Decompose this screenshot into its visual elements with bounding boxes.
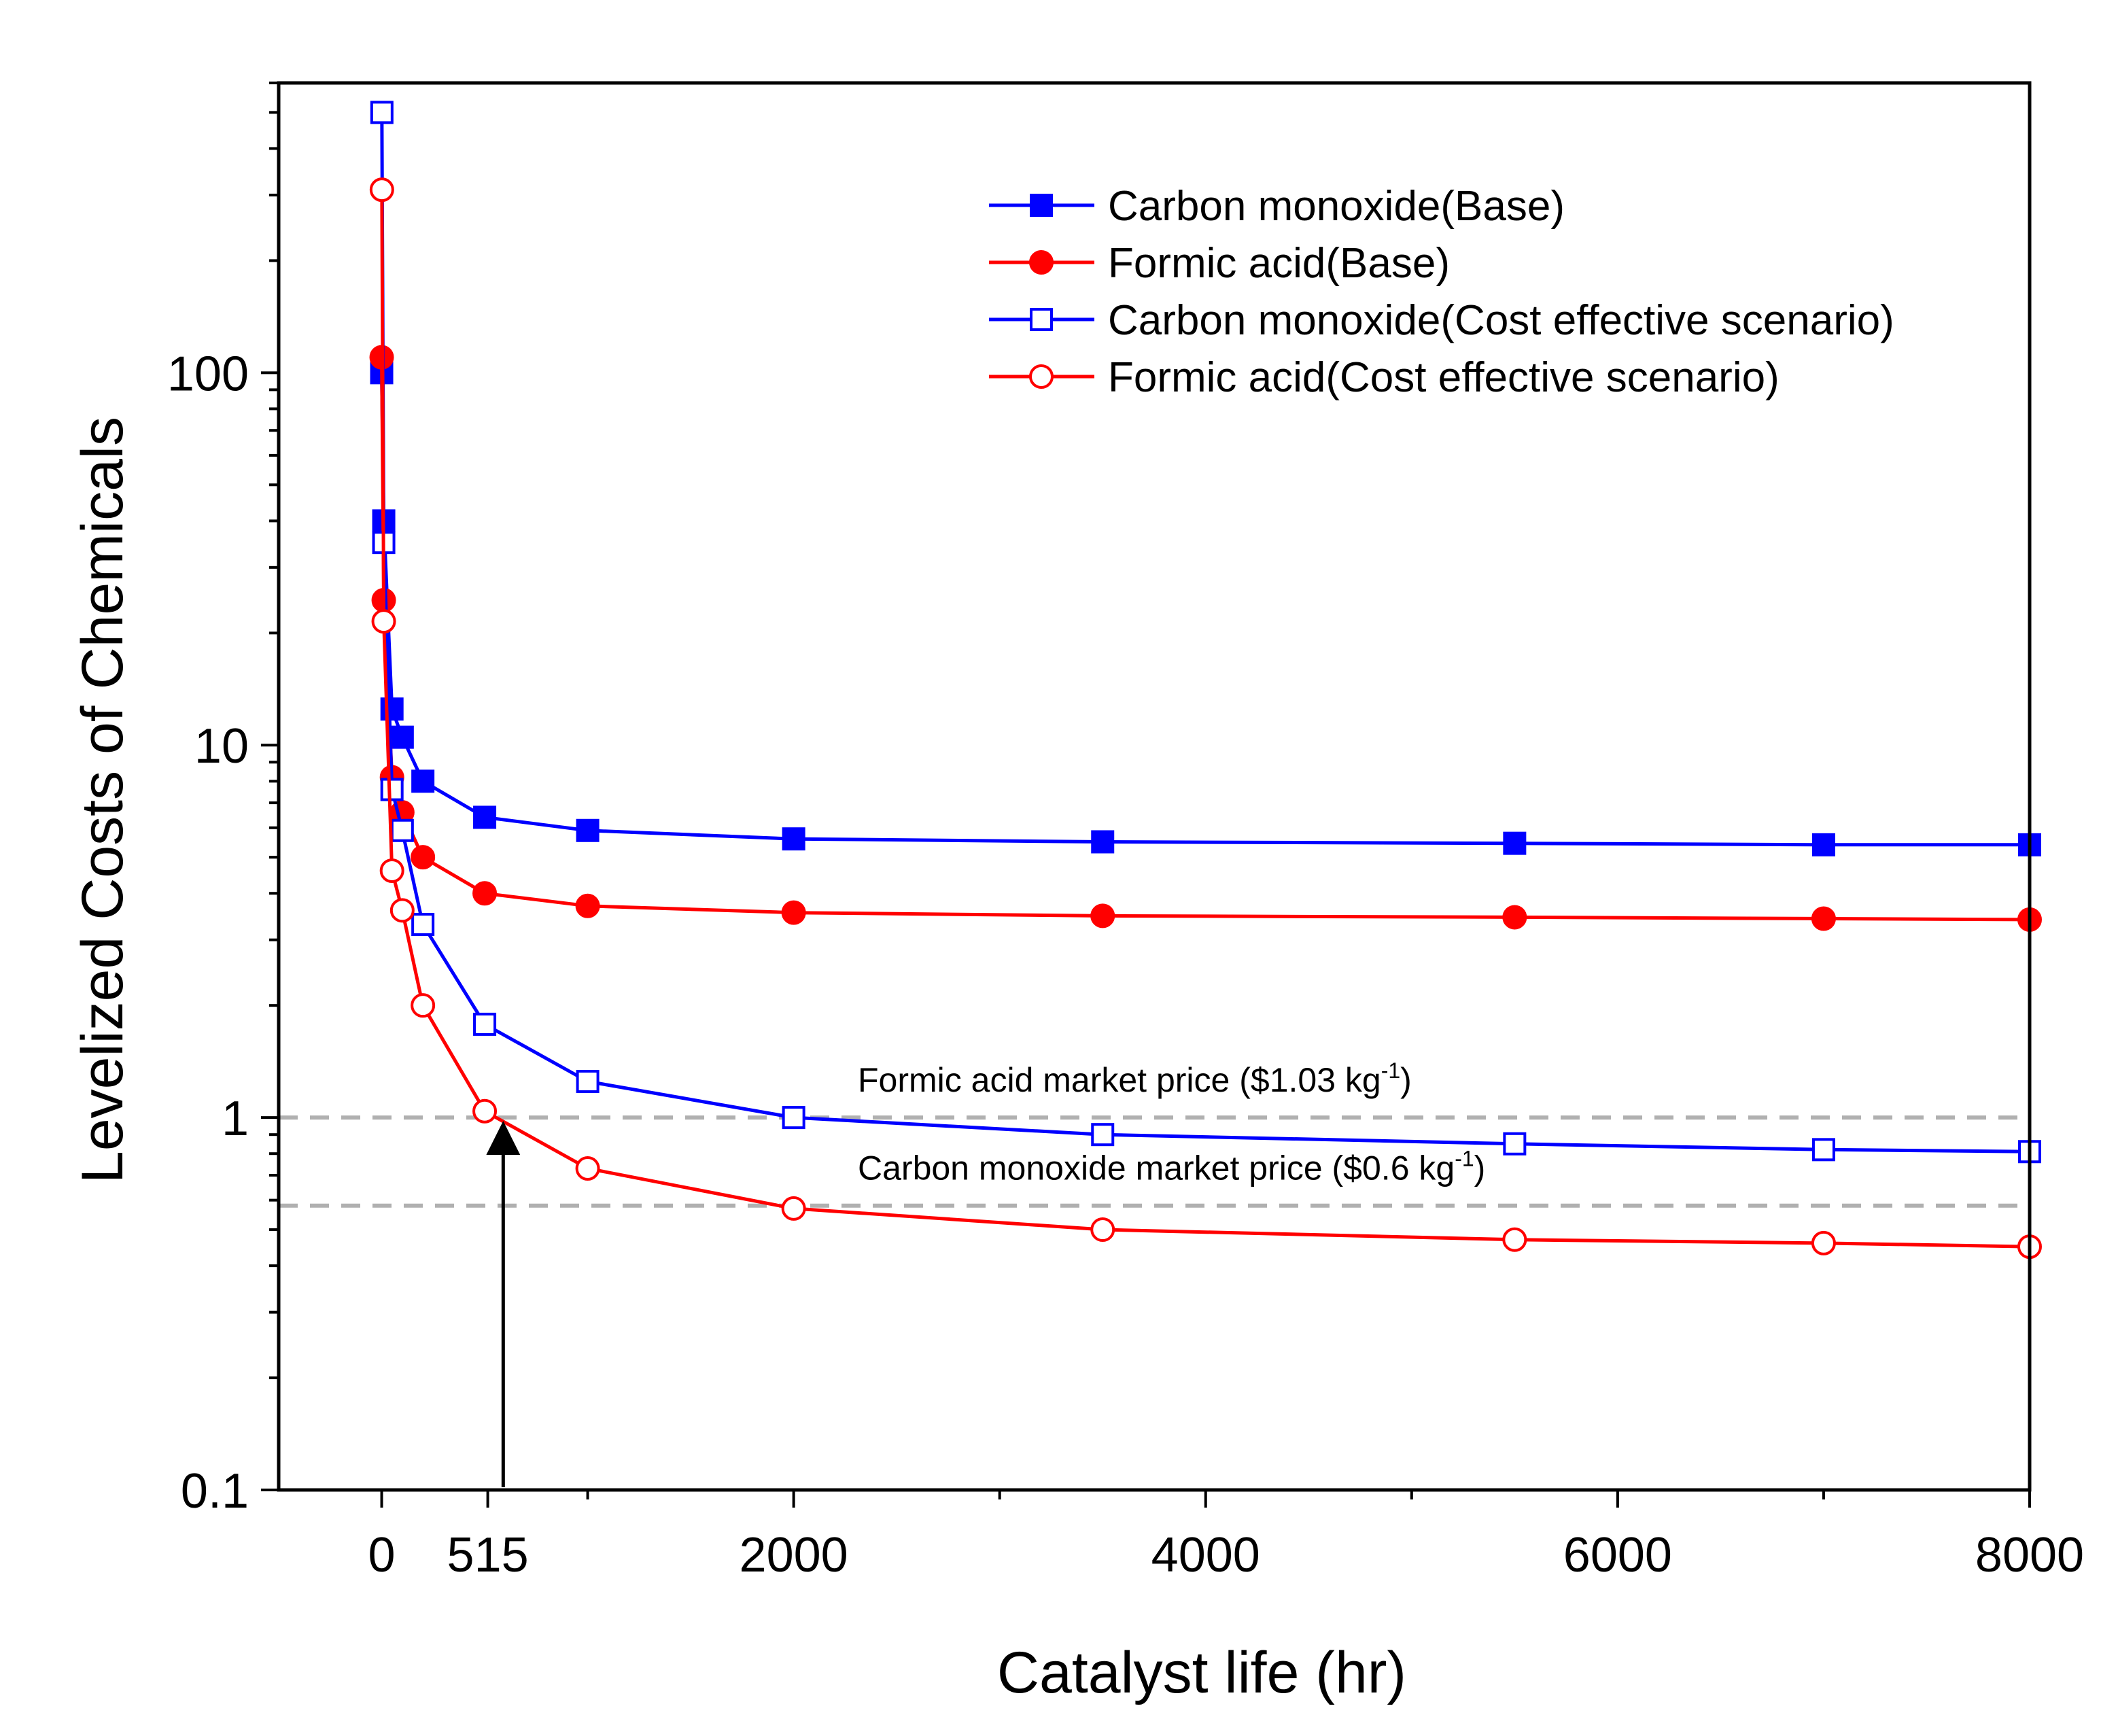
series-line	[380, 112, 2030, 1153]
series-layer	[369, 101, 2042, 1260]
legend-item: Carbon monoxide(Base)	[989, 183, 1565, 230]
x-tick-label: 6000	[1563, 1528, 1672, 1582]
data-point	[1091, 1123, 1115, 1147]
data-point	[473, 805, 497, 829]
series-line	[380, 190, 2030, 1249]
data-point	[1502, 1227, 1527, 1252]
series-4	[369, 177, 2042, 1260]
x-tick-label: 515	[447, 1528, 529, 1582]
series-3	[370, 101, 2041, 1164]
data-point	[781, 1196, 806, 1221]
data-point	[1091, 830, 1115, 854]
data-point	[782, 1106, 805, 1130]
data-point	[472, 881, 498, 906]
legend-swatch-marker	[1029, 250, 1054, 275]
reference-line-label: Formic acid market price ($1.03 kg-1)	[858, 1058, 1412, 1099]
data-point	[370, 101, 394, 124]
x-tick-label: 8000	[1975, 1528, 2084, 1582]
data-point	[411, 913, 435, 937]
y-tick-label: 10	[194, 719, 249, 774]
legend-swatch-marker	[1030, 194, 1053, 217]
data-point	[411, 993, 436, 1018]
y-tick-label: 0.1	[181, 1464, 249, 1518]
axes	[277, 81, 2032, 1492]
data-point	[380, 778, 404, 801]
legend-item: Carbon monoxide(Cost effective scenario)	[989, 297, 1894, 344]
x-axis-title: Catalyst life (hr)	[997, 1640, 1406, 1705]
x-tick-label: 4000	[1151, 1528, 1260, 1582]
y-axis-title: Levelized Costs of Chemicals	[70, 417, 135, 1183]
data-point	[576, 818, 600, 842]
legend: Carbon monoxide(Base) Formic acid(Base) Ca…	[989, 183, 1894, 401]
data-point	[472, 1098, 498, 1124]
legend-label: Carbon monoxide(Base)	[1108, 183, 1565, 230]
data-point	[1811, 1138, 1835, 1162]
data-point	[1090, 903, 1115, 928]
data-point	[782, 827, 805, 851]
series-line	[380, 372, 2030, 847]
data-point	[389, 898, 415, 923]
data-point	[1502, 905, 1527, 930]
ticks: 0 515 2000 4000 6000 8000 0.1 1 10 100	[167, 82, 2084, 1582]
data-point	[390, 725, 414, 749]
data-point	[411, 769, 435, 793]
series-1	[370, 361, 2041, 856]
series-line	[380, 357, 2030, 922]
data-point	[369, 177, 394, 203]
reference-line-label: Carbon monoxide market price ($0.6 kg-1)	[858, 1147, 1485, 1187]
data-point	[473, 1012, 497, 1036]
data-point	[1503, 1132, 1527, 1156]
data-point	[575, 893, 600, 918]
data-point	[1090, 1217, 1115, 1243]
data-point	[1811, 1230, 1836, 1255]
legend-label: Carbon monoxide(Cost effective scenario)	[1108, 297, 1894, 344]
data-point	[371, 609, 396, 634]
data-point	[575, 1156, 600, 1181]
legend-swatch-marker	[1030, 308, 1053, 331]
legend-item: Formic acid(Base)	[989, 240, 1450, 287]
x-tick-label: 2000	[740, 1528, 848, 1582]
legend-item: Formic acid(Cost effective scenario)	[989, 354, 1780, 401]
data-point	[390, 818, 414, 842]
x-tick-label: 0	[368, 1528, 396, 1582]
data-point	[1811, 906, 1836, 931]
y-tick-label: 1	[222, 1092, 249, 1146]
data-point	[781, 900, 806, 925]
data-point	[1811, 833, 1835, 856]
data-point	[576, 1070, 600, 1094]
plot-frame	[277, 81, 2032, 1492]
axis-labels: Catalyst life (hr) Levelized Costs of Che…	[70, 417, 1406, 1705]
data-point	[411, 845, 436, 870]
data-point	[1503, 831, 1527, 855]
legend-label: Formic acid(Cost effective scenario)	[1108, 354, 1780, 401]
reference-lines: Formic acid market price ($1.03 kg-1) Car…	[279, 1058, 2030, 1208]
data-point	[379, 858, 404, 883]
legend-label: Formic acid(Base)	[1108, 240, 1450, 287]
legend-swatch-marker	[1029, 364, 1054, 389]
y-tick-label: 100	[167, 347, 249, 401]
